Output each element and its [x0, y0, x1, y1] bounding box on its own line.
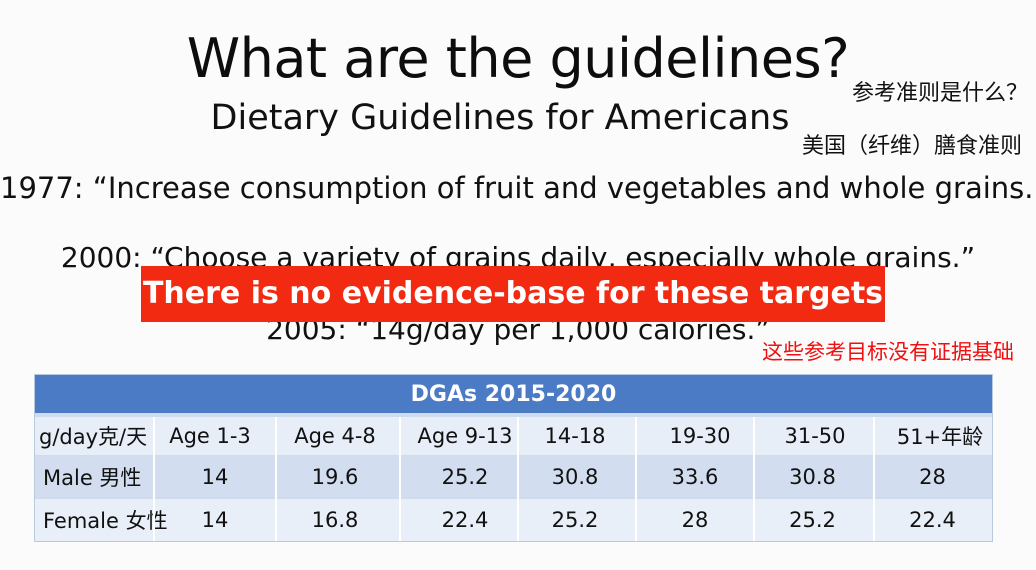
table-cell: 22.4	[909, 508, 956, 532]
column-header: Age 4-8	[294, 424, 376, 448]
chinese-subtitle-caption: 美国（纤维）膳食准则	[801, 134, 1022, 159]
guideline-1977: 1977: “Increase consumption of fruit and…	[0, 171, 1036, 205]
table-cell: 25.2	[551, 508, 599, 532]
column-divider	[275, 417, 277, 541]
slide-subtitle: Dietary Guidelines for Americans	[210, 98, 790, 138]
column-divider	[399, 417, 401, 541]
column-divider	[517, 417, 519, 541]
table-cell: 28	[681, 508, 709, 532]
table-title: DGAs 2015-2020	[35, 375, 992, 413]
chinese-banner-caption: 这些参考目标没有证据基础	[762, 340, 1014, 364]
column-header: 14-18	[544, 424, 606, 448]
table-cell: 33.6	[671, 465, 719, 489]
table-cell: 16.8	[311, 508, 359, 532]
table-cell: 22.4	[441, 508, 489, 532]
table-row: Male 男性 14 19.6 25.2 30.8 33.6 30.8 28	[35, 457, 992, 497]
column-divider	[753, 417, 755, 541]
column-header: g/day克/天	[39, 425, 148, 449]
table-cell: 28	[919, 465, 946, 489]
table-cell: 19.6	[311, 465, 359, 489]
chinese-title-caption: 参考准则是什么？	[851, 81, 1028, 106]
table-cell: 30.8	[551, 465, 599, 489]
column-header: Age 9-13	[417, 424, 513, 448]
table-cell: 25.2	[441, 465, 489, 489]
evidence-banner: There is no evidence-base for these targ…	[141, 266, 885, 322]
row-label: Male 男性	[43, 466, 142, 490]
dga-table: DGAs 2015-2020 g/day克/天 Age 1-3 Age 4-8 …	[34, 374, 993, 542]
column-header: Age 1-3	[169, 424, 251, 448]
table-cell: 14	[201, 508, 229, 532]
slide-title: What are the guidelines?	[186, 27, 850, 90]
column-divider	[635, 417, 637, 541]
column-divider	[873, 417, 875, 541]
table-header-row: g/day克/天 Age 1-3 Age 4-8 Age 9-13 14-18 …	[35, 417, 992, 455]
column-header: 51+年龄	[896, 425, 984, 449]
column-header: 31-50	[784, 424, 846, 448]
table-cell: 25.2	[789, 508, 836, 532]
table-cell: 30.8	[789, 465, 836, 489]
table-cell: 14	[201, 465, 229, 489]
row-label: Female 女性	[43, 509, 168, 533]
column-header: 19-30	[669, 424, 731, 448]
table-row: Female 女性 14 16.8 22.4 25.2 28 25.2 22.4	[35, 499, 992, 541]
column-divider	[153, 417, 155, 541]
